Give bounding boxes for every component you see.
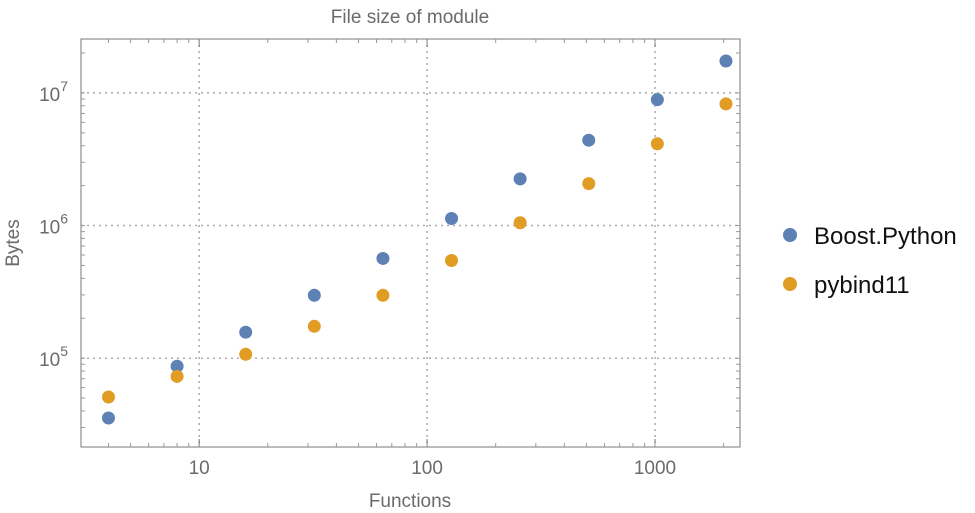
data-point [582, 177, 596, 191]
legend-marker [783, 277, 797, 291]
legend: Boost.Python pybind11 [783, 223, 957, 299]
data-point [513, 172, 527, 186]
y-axis-label: Bytes [3, 219, 24, 267]
data-point [307, 319, 321, 333]
series-boost-python [101, 54, 733, 425]
data-point [650, 137, 664, 151]
x-tick-labels: 10 100 1000 [189, 458, 677, 479]
plot-frame [80, 38, 741, 448]
chart-title: File size of module [331, 7, 489, 28]
y-tick-labels: 105 106 107 [39, 78, 68, 371]
data-point [101, 411, 115, 425]
data-point [239, 325, 253, 339]
data-point [445, 254, 459, 268]
data-point [719, 54, 733, 68]
data-point [307, 288, 321, 302]
grid [81, 39, 740, 447]
data-point [513, 216, 527, 230]
legend-label: pybind11 [814, 272, 910, 299]
legend-item-pybind11: pybind11 [783, 272, 910, 299]
data-point [650, 93, 664, 107]
y-tick-label: 106 [39, 211, 68, 239]
x-tick-label: 100 [411, 458, 443, 479]
minor-ticks [81, 39, 740, 447]
legend-item-boost-python: Boost.Python [783, 223, 957, 250]
data-point [445, 212, 459, 226]
x-axis-label: Functions [369, 491, 451, 512]
data-point [101, 390, 115, 404]
data-point [170, 359, 184, 373]
x-tick-label: 10 [189, 458, 210, 479]
data-point [376, 251, 390, 265]
data-point [719, 97, 733, 111]
series-pybind11 [101, 97, 733, 404]
data-points [101, 54, 733, 425]
y-tick-label: 105 [39, 343, 68, 371]
y-tick-label: 107 [39, 78, 68, 106]
data-point [170, 369, 184, 383]
data-point [582, 133, 596, 147]
legend-label: Boost.Python [814, 223, 957, 250]
data-point [376, 288, 390, 302]
data-point [239, 347, 253, 361]
x-tick-label: 1000 [634, 458, 676, 479]
legend-marker [783, 228, 797, 242]
